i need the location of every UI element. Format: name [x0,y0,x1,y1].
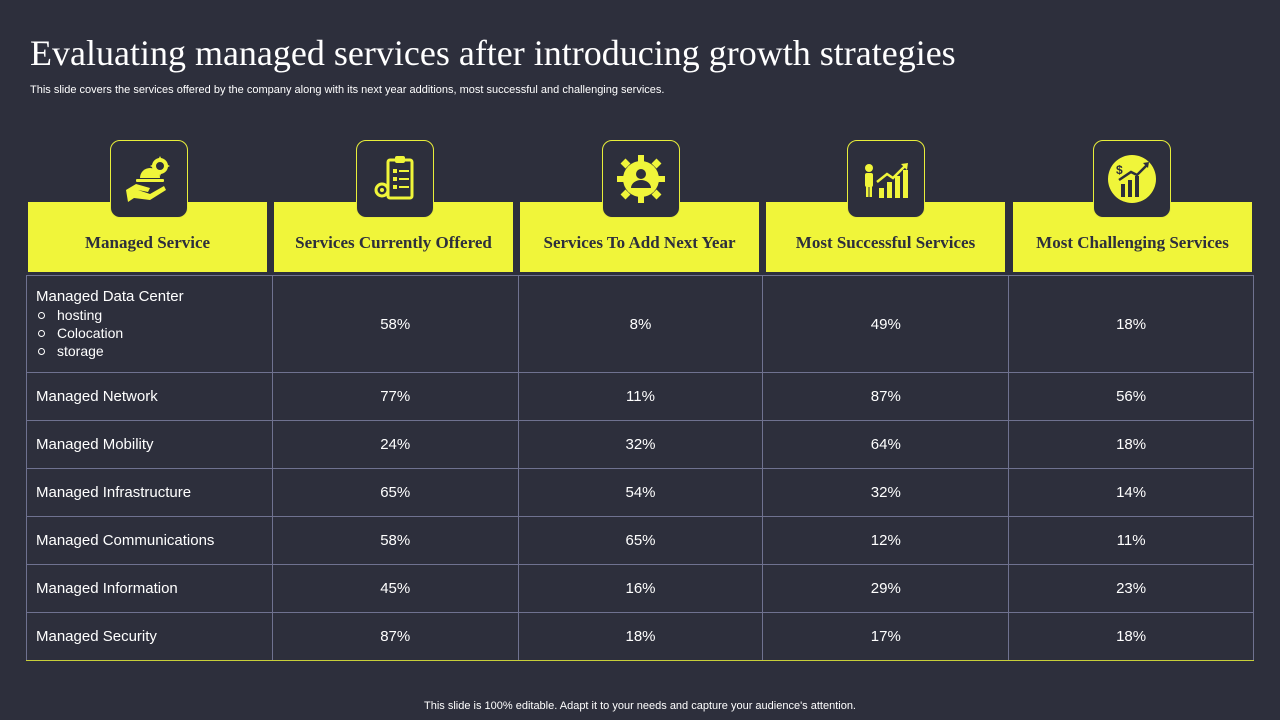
dollar-growth-icon-box: $ [1093,140,1171,218]
list-item: Colocation [36,324,272,342]
row-name: Managed Mobility [26,420,273,469]
value-cell: 8% [517,275,764,373]
value-cell: 56% [1008,372,1254,421]
header-most-successful-services: Most Successful Services [766,202,1005,272]
svg-text:$: $ [1116,163,1123,177]
gear-person-icon-box [602,140,680,218]
table-row: Managed Security 87% 18% 17% 18% [26,612,1254,661]
value-cell: 18% [1008,275,1254,373]
value-cell: 45% [271,564,519,613]
table-row: Managed Information 45% 16% 29% 23% [26,564,1254,613]
footer-note: This slide is 100% editable. Adapt it to… [424,700,856,712]
table-row: Managed Mobility 24% 32% 64% 18% [26,420,1254,469]
value-cell: 14% [1008,468,1254,517]
value-cell: 32% [762,468,1010,517]
value-cell: 64% [762,420,1010,469]
hand-gear-icon-box [110,140,188,218]
row-name: Managed Communications [26,516,273,565]
services-table: Managed Data Center hosting Colocation s… [26,275,1254,661]
value-cell: 12% [762,516,1010,565]
value-cell: 24% [271,420,519,469]
value-cell: 54% [517,468,764,517]
value-cell: 23% [1008,564,1254,613]
value-cell: 58% [271,275,519,373]
value-cell: 49% [762,275,1010,373]
value-cell: 87% [762,372,1010,421]
value-cell: 65% [517,516,764,565]
circle-bullet-icon [38,329,45,337]
page-title: Evaluating managed services after introd… [30,33,956,73]
table-row: Managed Network 77% 11% 87% 56% [26,372,1254,421]
row-name: Managed Data Center [36,288,184,305]
clipboard-gear-icon [374,156,414,200]
circle-bullet-icon [38,311,45,319]
table-row: Managed Data Center hosting Colocation s… [26,275,1254,373]
hand-gear-icon [126,156,170,202]
value-cell: 18% [517,612,764,661]
row-name: Managed Infrastructure [26,468,273,517]
dollar-growth-icon: $ [1108,155,1156,203]
person-growth-chart-icon-box [847,140,925,218]
value-cell: 29% [762,564,1010,613]
value-cell: 58% [271,516,519,565]
row-name-cell: Managed Data Center hosting Colocation s… [26,275,273,373]
value-cell: 16% [517,564,764,613]
value-cell: 18% [1008,612,1254,661]
page-subtitle: This slide covers the services offered b… [30,84,665,96]
list-item: hosting [36,306,272,324]
row-name: Managed Network [26,372,273,421]
list-item: storage [36,342,272,360]
table-header-row: Managed Service Services Currently Offer… [28,202,1252,272]
header-services-to-add-next-year: Services To Add Next Year [520,202,759,272]
value-cell: 11% [1008,516,1254,565]
value-cell: 65% [271,468,519,517]
value-cell: 18% [1008,420,1254,469]
person-growth-chart-icon [865,163,908,198]
clipboard-gear-icon-box [356,140,434,218]
value-cell: 11% [517,372,764,421]
value-cell: 77% [271,372,519,421]
circle-bullet-icon [38,347,45,355]
row-name: Managed Information [26,564,273,613]
table-row: Managed Infrastructure 65% 54% 32% 14% [26,468,1254,517]
value-cell: 17% [762,612,1010,661]
gear-person-icon [617,155,665,203]
row-name: Managed Security [26,612,273,661]
header-most-challenging-services: Most Challenging Services [1013,202,1252,272]
value-cell: 32% [517,420,764,469]
sub-service-list: hosting Colocation storage [36,306,272,360]
value-cell: 87% [271,612,519,661]
table-row: Managed Communications 58% 65% 12% 11% [26,516,1254,565]
